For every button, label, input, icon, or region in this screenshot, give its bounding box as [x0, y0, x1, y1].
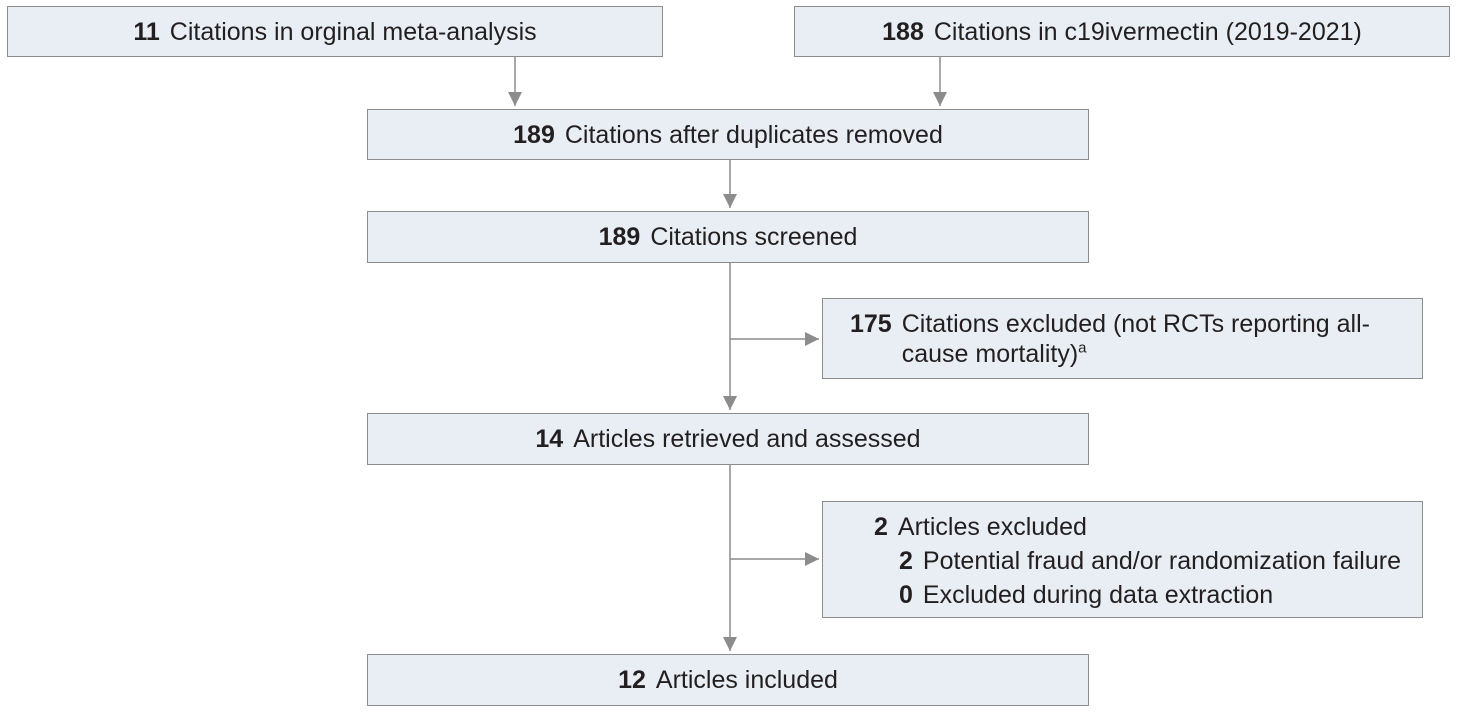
count: 175 — [850, 310, 892, 338]
label: Citations in c19ivermectin (2019-2021) — [933, 17, 1362, 46]
box-original-meta-analysis: 11 Citations in orginal meta-analysis — [7, 6, 663, 57]
count: 2 — [899, 547, 913, 575]
footnote-marker: a — [1078, 339, 1087, 357]
count: 0 — [899, 581, 913, 609]
count: 189 — [598, 223, 641, 251]
count: 188 — [882, 17, 924, 46]
label: Citations after duplicates removed — [564, 120, 943, 149]
excluded-citations-line: 175 Citations excluded (not RCTs reporti… — [850, 309, 1408, 369]
label: Potential fraud and/or randomization fai… — [922, 547, 1401, 575]
box-duplicates-removed: 189 Citations after duplicates removed — [367, 109, 1089, 160]
count: 2 — [874, 513, 888, 541]
box-screened: 189 Citations screened — [367, 211, 1089, 263]
label-group: Citations excluded (not RCTs reporting a… — [902, 309, 1408, 369]
box-retrieved: 14 Articles retrieved and assessed — [367, 413, 1089, 465]
label: Citations excluded (not RCTs reporting a… — [901, 310, 1370, 368]
count: 11 — [133, 17, 160, 46]
excluded-articles-line: 2 Articles excluded — [874, 510, 1408, 544]
box-excluded-citations: 175 Citations excluded (not RCTs reporti… — [822, 298, 1423, 379]
count: 189 — [513, 120, 555, 149]
exclusion-reason-fraud: 2 Potential fraud and/or randomization f… — [874, 544, 1408, 578]
box-excluded-articles: 2 Articles excluded 2 Potential fraud an… — [822, 501, 1423, 618]
label: Articles included — [655, 666, 838, 694]
box-included: 12 Articles included — [367, 654, 1089, 706]
box-c19ivermectin: 188 Citations in c19ivermectin (2019-202… — [794, 6, 1450, 57]
exclusion-reason-extraction: 0 Excluded during data extraction — [874, 578, 1408, 612]
label: Citations in orginal meta-analysis — [169, 17, 537, 46]
label: Articles excluded — [897, 513, 1087, 541]
count: 14 — [535, 425, 564, 453]
label: Articles retrieved and assessed — [573, 425, 921, 453]
label: Citations screened — [650, 223, 858, 251]
label: Excluded during data extraction — [922, 581, 1274, 609]
count: 12 — [618, 666, 646, 694]
